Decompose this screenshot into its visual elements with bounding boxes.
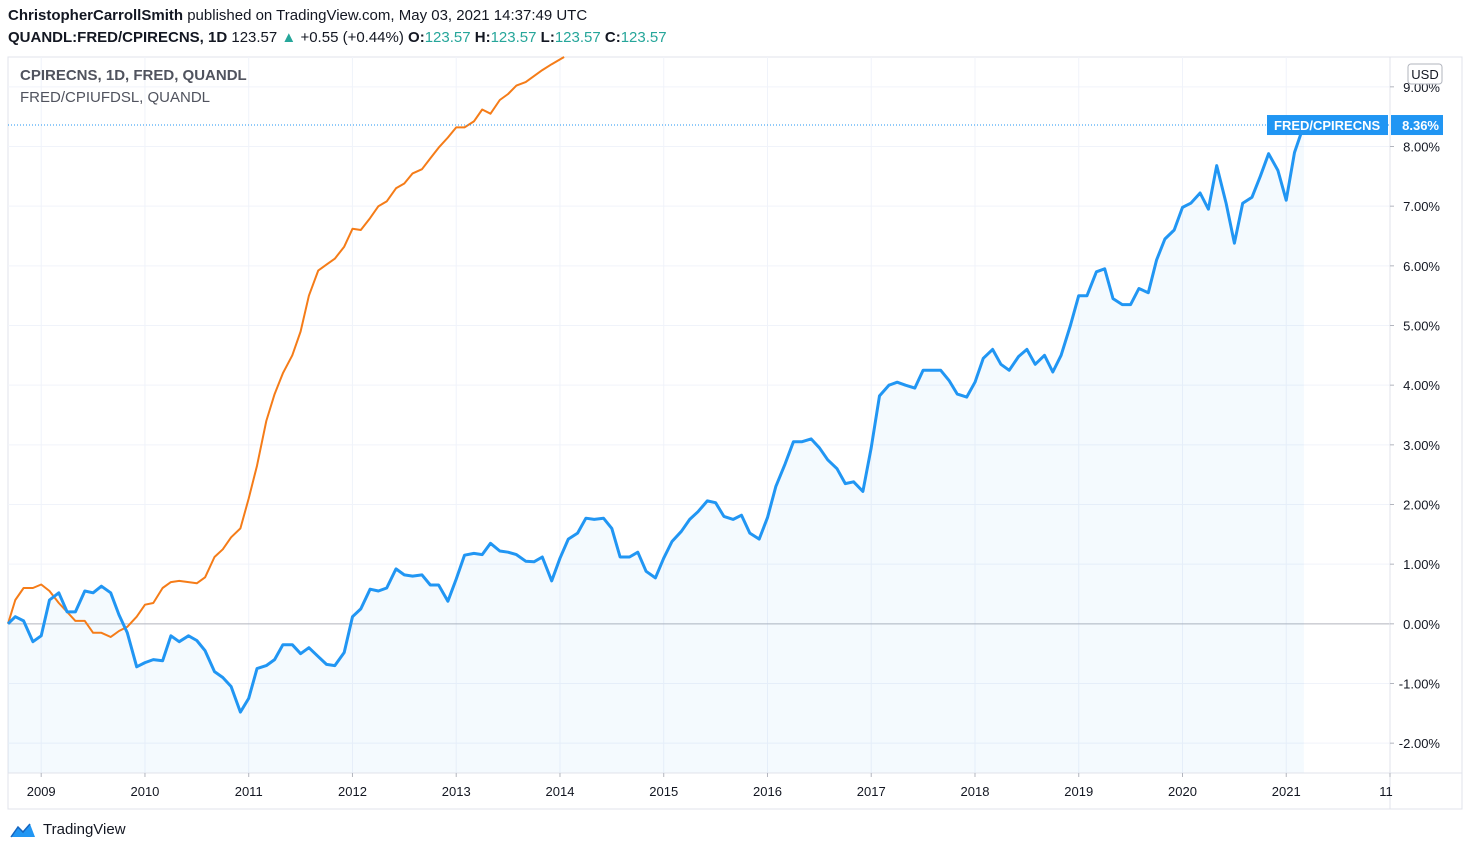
price-tick-label: 4.00% — [1403, 378, 1440, 393]
chart-frame — [7, 56, 1463, 810]
currency-label: USD — [1411, 67, 1438, 82]
time-tick-label: 2014 — [546, 784, 575, 799]
grid-lines — [8, 57, 1391, 773]
close-label: C: — [604, 29, 621, 46]
compare-series-line[interactable] — [7, 56, 565, 638]
last-value: 123.57 — [231, 29, 278, 46]
change-value: +0.55 (+0.44%) — [300, 29, 404, 46]
last-value-label: FRED/CPIRECNS 8.36% — [1267, 115, 1443, 136]
time-tick-label: 11 — [1379, 784, 1393, 799]
brand-name: TradingView — [43, 821, 126, 838]
price-tick-label: 5.00% — [1403, 319, 1440, 334]
price-tick-label: -1.00% — [1399, 677, 1441, 692]
symbol-ohlc-line: QUANDL:FRED/CPIRECNS, 1D 123.57 ▲ +0.55 … — [8, 28, 667, 48]
time-tick-label: 2016 — [753, 784, 782, 799]
time-axis[interactable]: 2009 2010 2011 2012 2013 2014 2015 2016 2017 2018… — [27, 773, 1393, 799]
open-label: O: — [408, 29, 425, 46]
last-series-value: 8.36% — [1402, 118, 1439, 133]
tradingview-footer[interactable]: TradingView — [8, 821, 126, 838]
time-tick-label: 2015 — [649, 784, 678, 799]
legend-main-series[interactable]: CPIRECNS, 1D, FRED, QUANDL — [20, 67, 247, 84]
price-tick-label: 1.00% — [1403, 557, 1440, 572]
low-value: 123.57 — [554, 29, 601, 46]
time-tick-label: 2012 — [338, 784, 367, 799]
main-series-line[interactable] — [6, 124, 1306, 714]
tradingview-logo-icon — [10, 823, 35, 837]
price-tick-label: 3.00% — [1403, 438, 1440, 453]
time-tick-label: 2017 — [857, 784, 886, 799]
author-name[interactable]: ChristopherCarrollSmith — [8, 7, 184, 24]
close-value: 123.57 — [620, 29, 667, 46]
time-tick-label: 2011 — [235, 784, 263, 799]
time-tick-label: 2009 — [27, 784, 56, 799]
main-series-area — [8, 125, 1304, 773]
price-axis[interactable]: -2.00% -1.00% 0.00% 1.00% 2.00% 3.00% 4.00% 5.0… — [1390, 80, 1440, 751]
last-series-name: FRED/CPIRECNS — [1274, 118, 1381, 133]
time-tick-label: 2021 — [1272, 784, 1301, 799]
price-tick-label: 7.00% — [1403, 199, 1440, 214]
published-text: published on TradingView.com, May 03, 20… — [187, 7, 588, 24]
time-tick-label: 2020 — [1168, 784, 1197, 799]
high-value: 123.57 — [490, 29, 537, 46]
time-tick-label: 2019 — [1064, 784, 1093, 799]
price-tick-label: -2.00% — [1399, 736, 1441, 751]
price-tick-label: 6.00% — [1403, 259, 1440, 274]
open-value: 123.57 — [424, 29, 471, 46]
time-tick-label: 2013 — [442, 784, 471, 799]
price-tick-label: 2.00% — [1403, 498, 1440, 513]
legend-compare-series[interactable]: FRED/CPIUFDSL, QUANDL — [20, 89, 211, 106]
price-tick-label: 0.00% — [1403, 617, 1440, 632]
symbol-name: QUANDL:FRED/CPIRECNS, 1D — [8, 29, 228, 46]
low-label: L: — [540, 29, 555, 46]
time-tick-label: 2018 — [961, 784, 990, 799]
change-arrow-icon: ▲ — [281, 29, 297, 46]
price-tick-label: 8.00% — [1403, 140, 1440, 155]
time-tick-label: 2010 — [130, 784, 159, 799]
high-label: H: — [474, 29, 491, 46]
currency-badge[interactable]: USD — [1407, 63, 1443, 85]
publish-info: ChristopherCarrollSmith published on Tra… — [8, 6, 587, 26]
